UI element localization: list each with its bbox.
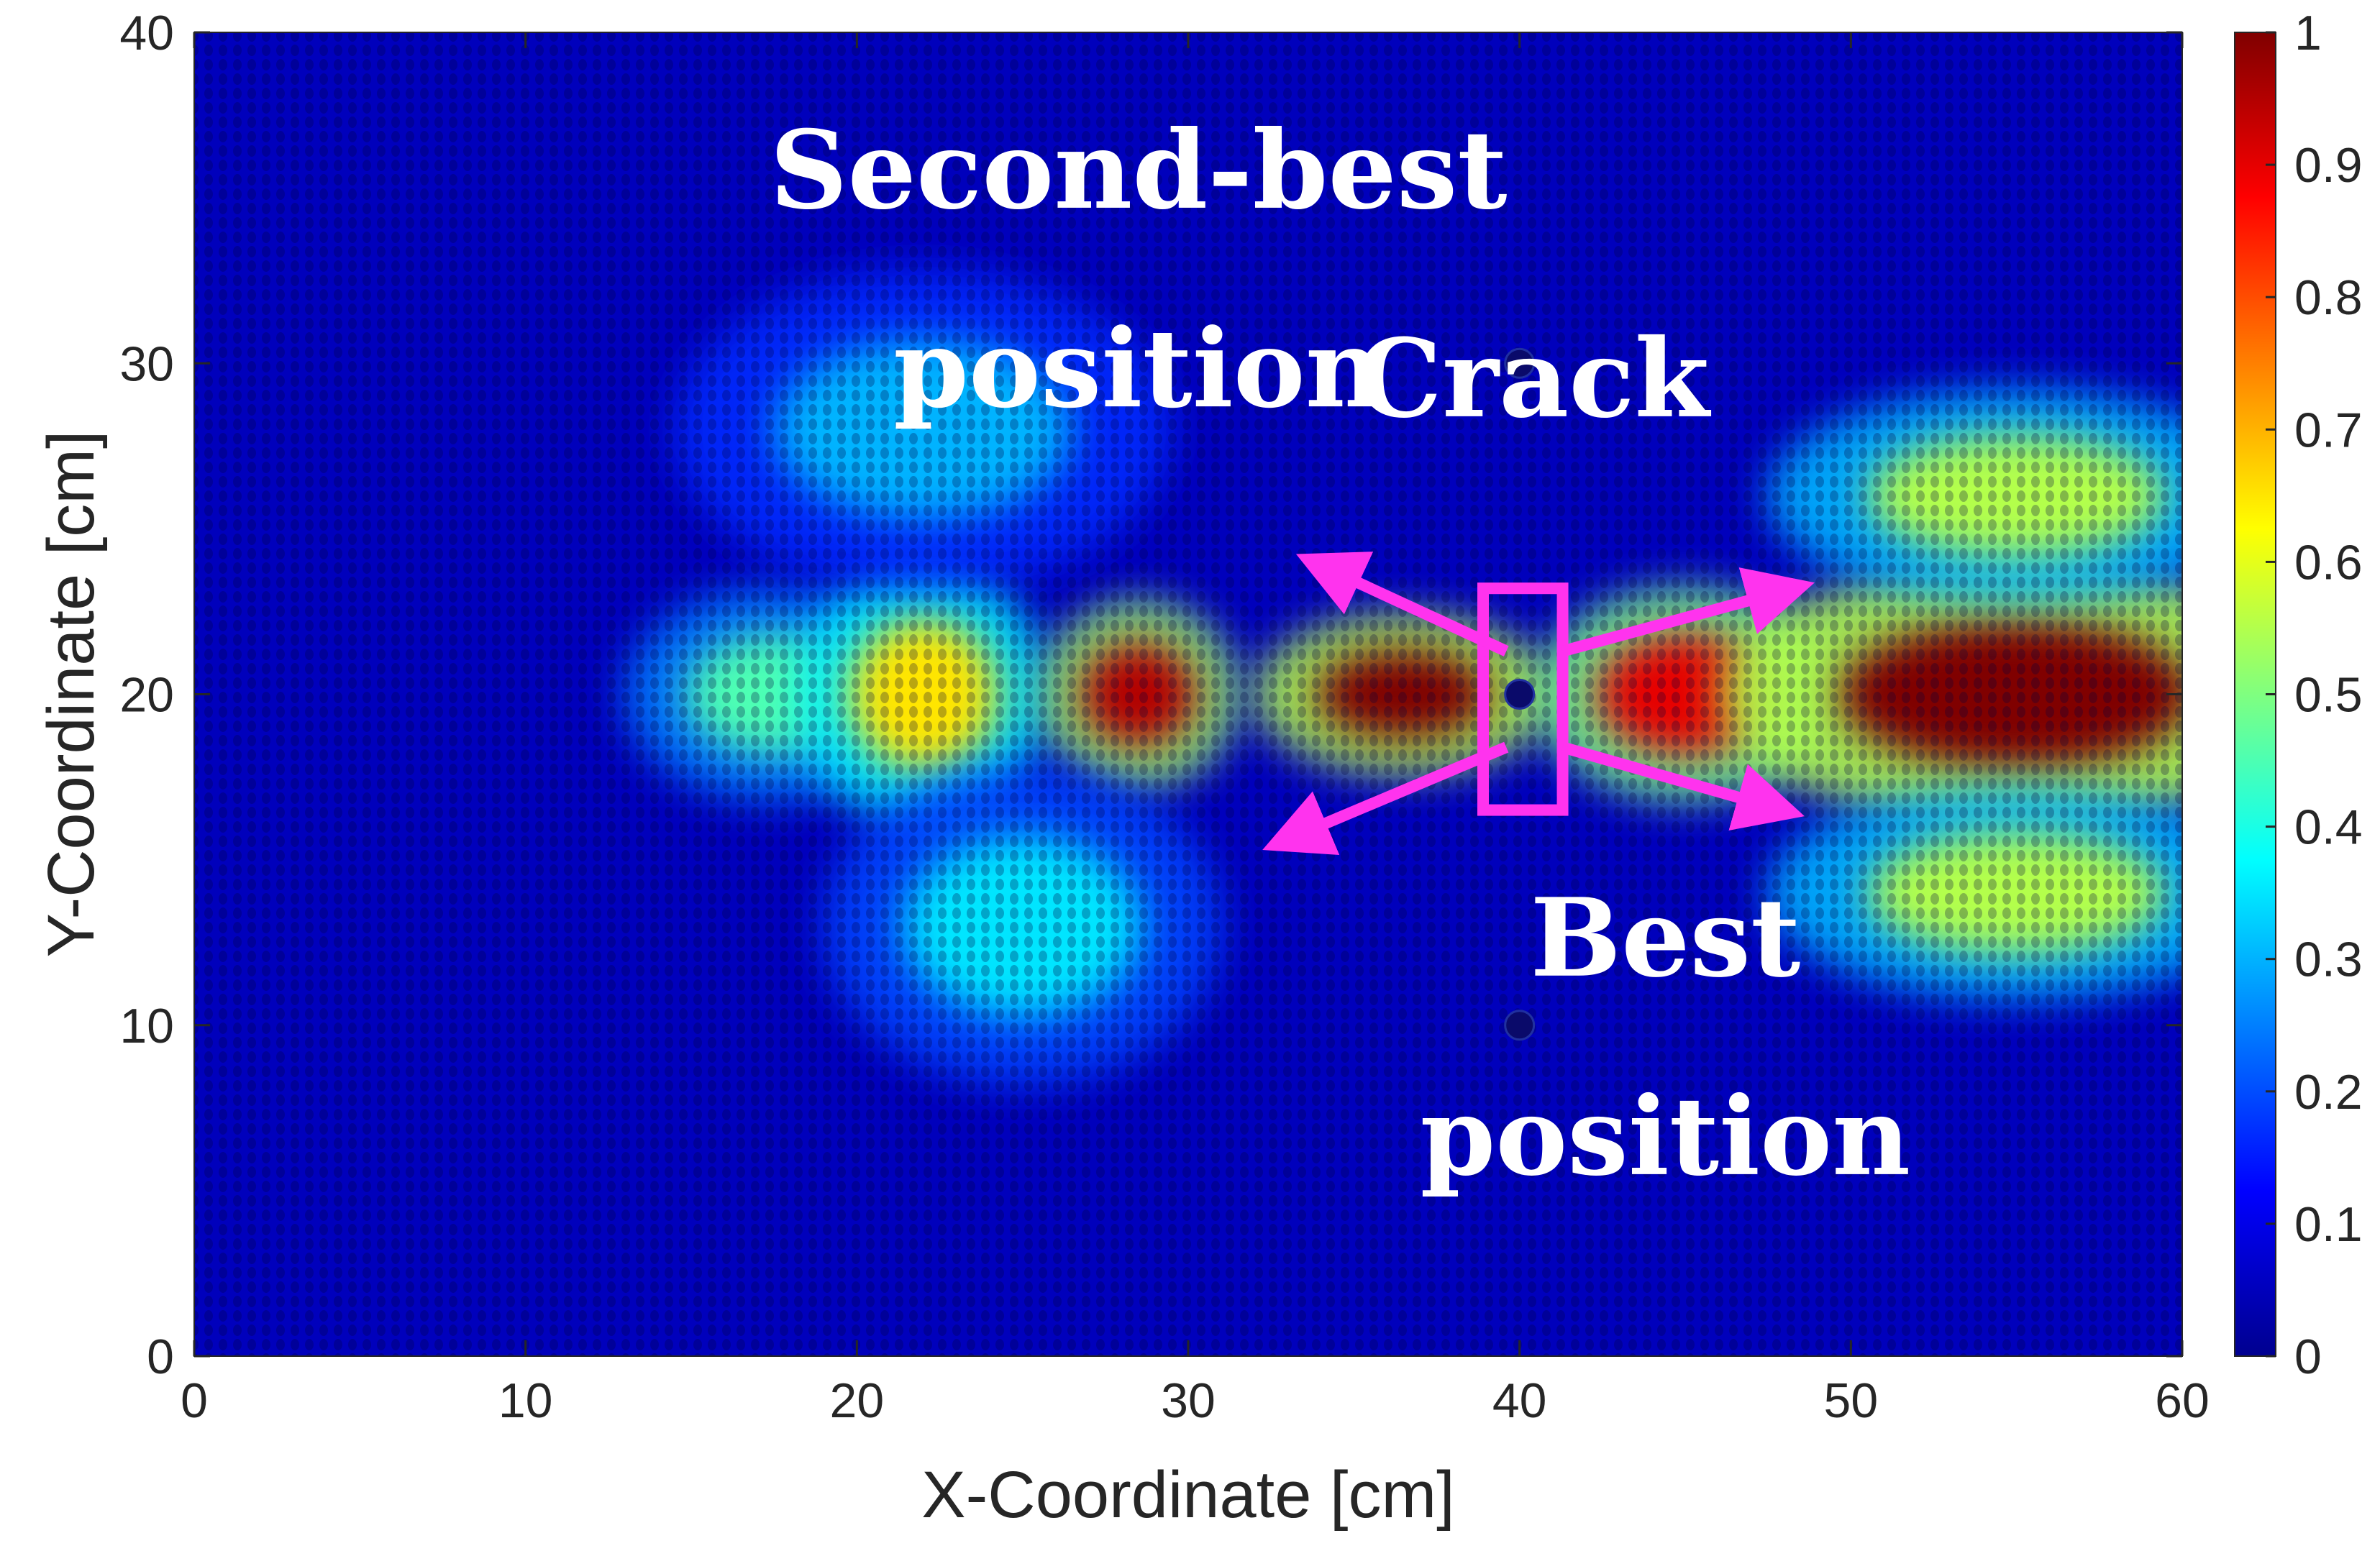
crack-box	[1477, 582, 1569, 816]
colorbar-tick-label: 0.9	[2294, 138, 2363, 193]
x-tick-label: 60	[2155, 1373, 2210, 1428]
probe-marker	[1504, 1010, 1536, 1041]
wave-texture	[194, 32, 2182, 1356]
annotation-second-best-line2: position	[893, 306, 1384, 432]
probe-marker	[1504, 679, 1536, 710]
annotation-best-line1: Best	[1530, 875, 1800, 1002]
colorbar-tick-label: 0.5	[2294, 668, 2363, 723]
x-axis-label: X-Coordinate [cm]	[921, 1458, 1454, 1532]
y-axis-label: Y-Coordinate [cm]	[35, 431, 108, 958]
crack-overlay	[1262, 552, 1815, 855]
x-tick-label: 20	[830, 1373, 885, 1428]
x-tick-label: 50	[1824, 1373, 1879, 1428]
colorbar-tick-label: 0.7	[2294, 403, 2363, 457]
y-tick-label: 0	[147, 1330, 174, 1384]
colorbar-tick-label: 0.8	[2294, 270, 2363, 325]
annotation-crack-label: Crack	[1357, 316, 1712, 442]
x-tick-label: 30	[1161, 1373, 1216, 1428]
colorbar: 0 0.1 0.2 0.3 0.4 0.5 0.6 0.7 0.8 0.9 1	[2234, 6, 2363, 1384]
y-ticks: 0 10 20 30 40	[119, 6, 2182, 1384]
annotations: Second-best position Crack Best position	[770, 107, 1910, 1200]
colorbar-tick-label: 0.3	[2294, 933, 2363, 987]
colorbar-ticks: 0 0.1 0.2 0.3 0.4 0.5 0.6 0.7 0.8 0.9 1	[2266, 6, 2363, 1384]
crack-arrow	[1262, 741, 1509, 855]
crack-arrow	[1561, 741, 1805, 831]
colorbar-tick-label: 0	[2294, 1330, 2322, 1384]
y-tick-label: 30	[119, 337, 174, 391]
x-tick-label: 40	[1492, 1373, 1547, 1428]
crack-arrow	[1295, 552, 1509, 656]
x-tick-label: 0	[181, 1373, 208, 1428]
y-tick-label: 40	[119, 6, 174, 60]
y-axis: 0 10 20 30 40 Y-Coordinate [cm]	[35, 6, 2182, 1384]
annotation-best-line2: position	[1420, 1074, 1910, 1200]
y-tick-label: 10	[119, 999, 174, 1053]
x-ticks: 0 10 20 30 40 50 60	[181, 32, 2210, 1428]
plot-area	[193, 32, 2183, 1357]
x-axis: 0 10 20 30 40 50 60 X-Coordinate [cm]	[181, 32, 2210, 1532]
colorbar-tick-label: 0.6	[2294, 535, 2363, 590]
colorbar-tick-label: 0.1	[2294, 1197, 2363, 1252]
probe-markers	[1504, 347, 1536, 1041]
probe-marker	[1504, 347, 1536, 379]
x-tick-label: 10	[498, 1373, 553, 1428]
y-tick-label: 20	[119, 668, 174, 723]
annotation-second-best-line1: Second-best	[770, 107, 1507, 234]
colorbar-tick-label: 0.2	[2294, 1065, 2363, 1120]
colorbar-tick-label: 1	[2294, 6, 2322, 60]
crack-arrow	[1561, 567, 1815, 657]
colorbar-tick-label: 0.4	[2294, 800, 2363, 855]
